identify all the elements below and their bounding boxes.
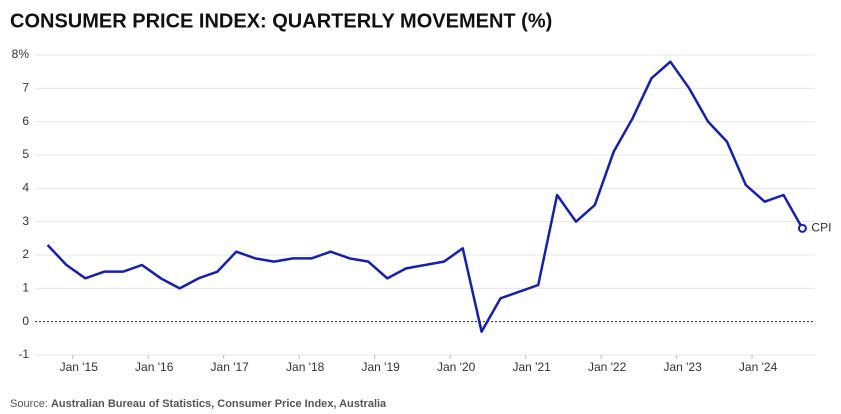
y-tick-label: 6: [22, 114, 29, 128]
source: Source: Australian Bureau of Statistics,…: [10, 398, 387, 410]
x-tick-label: Jan '19: [362, 360, 401, 374]
x-tick-label: Jan '18: [286, 360, 325, 374]
y-tick-label: 1: [22, 281, 29, 295]
x-tick-label: Jan '21: [512, 360, 551, 374]
y-tick-label: 2: [22, 247, 29, 261]
y-tick-label: 8%: [12, 47, 30, 61]
source-text: Australian Bureau of Statistics, Consume…: [51, 398, 387, 410]
line: [46, 60, 804, 333]
y-tick-label: 4: [22, 181, 29, 195]
series-label: CPI: [811, 221, 831, 235]
y-tick-label: 3: [22, 214, 29, 228]
x-tick-label: Jan '23: [663, 360, 702, 374]
x-tick-label: Jan '20: [437, 360, 476, 374]
x-tick-label: Jan '22: [588, 360, 627, 374]
y-tick-label: 7: [22, 81, 29, 95]
y-tick-label: 5: [22, 147, 29, 161]
y-tick-label: 0: [22, 314, 29, 328]
x-tick-label: Jan '16: [135, 360, 174, 374]
x-tick-label: Jan '15: [60, 360, 99, 374]
x-tick-label: Jan '24: [739, 360, 778, 374]
y-tick-label: -1: [18, 347, 29, 361]
end-marker: [797, 223, 807, 233]
x-tick-label: Jan '17: [211, 360, 250, 374]
chart-title: CONSUMER PRICE INDEX: QUARTERLY MOVEMENT…: [10, 10, 552, 32]
source-prefix: Source:: [10, 398, 48, 410]
